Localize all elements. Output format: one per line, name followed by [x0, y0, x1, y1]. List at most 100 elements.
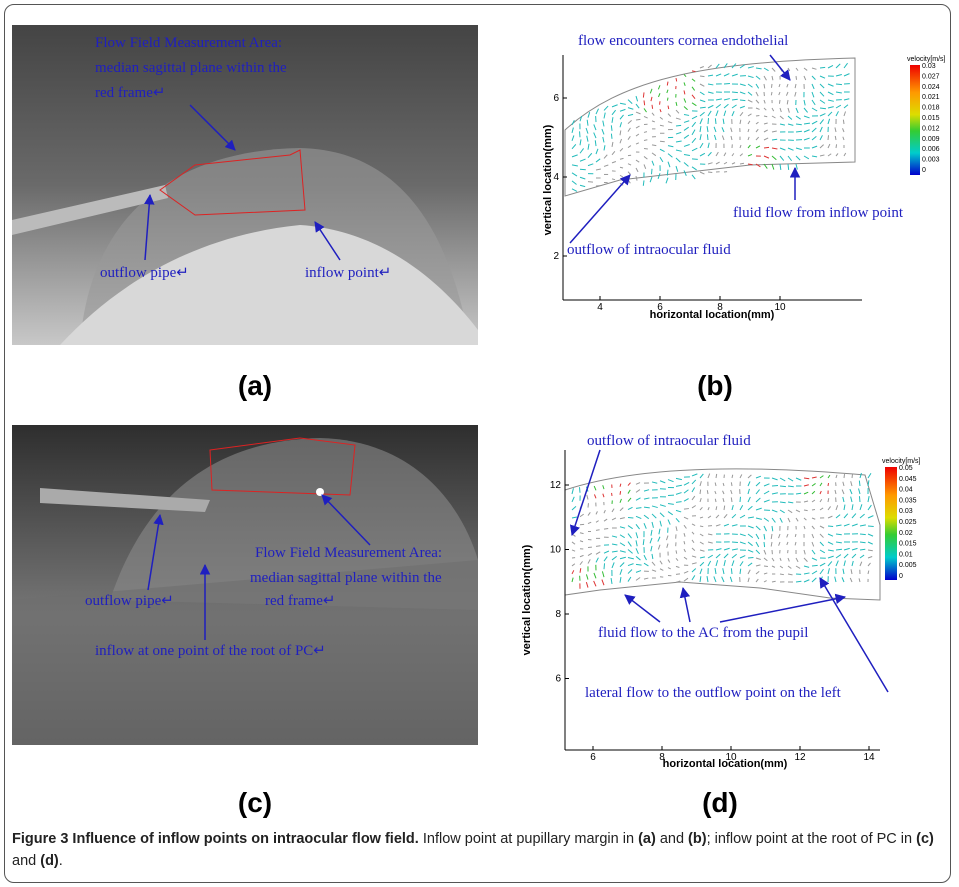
vector-arrow [675, 77, 678, 82]
vector-arrow [675, 565, 680, 568]
vector-arrow [722, 482, 725, 487]
vector-arrow [739, 504, 744, 511]
vector-arrow [763, 83, 766, 89]
annotation: Flow Field Measurement Area: [95, 35, 282, 51]
vector-arrow [747, 474, 752, 479]
vector-arrow [850, 481, 853, 487]
vector-arrow [619, 102, 626, 105]
colorbar-label: 0.003 [922, 157, 940, 164]
vector-arrow [650, 545, 653, 552]
vector-arrow [811, 517, 816, 520]
vector-arrow [795, 123, 802, 126]
vector-arrow [635, 111, 641, 115]
vector-arrow [706, 576, 709, 583]
vector-arrow [803, 525, 806, 530]
vector-arrow [747, 496, 751, 503]
vector-arrow [747, 144, 751, 149]
vector-arrow [595, 511, 598, 515]
vector-arrow [635, 497, 641, 501]
vector-arrow [619, 550, 626, 553]
vector-arrow [747, 541, 753, 547]
vector-arrow [619, 483, 622, 487]
vector-arrow [571, 488, 574, 495]
vector-arrow [859, 541, 866, 544]
colorbar-label: 0 [922, 167, 926, 174]
vector-arrow [643, 164, 647, 170]
vector-arrow [771, 477, 778, 481]
vector-arrow [723, 161, 728, 165]
vector-arrow [747, 481, 751, 487]
vector-arrow [571, 577, 574, 583]
vector-arrow [699, 525, 704, 528]
vector-arrow [651, 505, 658, 509]
vector-arrow [691, 70, 696, 73]
vector-arrow [763, 137, 769, 141]
vector-arrow [739, 111, 744, 117]
vector-arrow [811, 570, 818, 575]
vector-arrow [755, 525, 761, 531]
vector-arrow [843, 152, 847, 157]
vector-arrow [771, 580, 776, 583]
annotation: fluid flow to the AC from the pupil [598, 625, 808, 641]
vector-arrow [691, 137, 697, 144]
colorbar-label: 0.035 [899, 497, 917, 504]
vector-arrow [811, 577, 817, 583]
vector-arrow [651, 521, 654, 528]
vector-arrow [770, 91, 773, 96]
vector-arrow [755, 570, 760, 575]
vector-arrow [739, 514, 746, 519]
vector-arrow [755, 489, 760, 495]
vector-arrow [834, 135, 837, 141]
vector-arrow [819, 499, 823, 503]
vector-arrow [659, 568, 664, 571]
vector-arrow [819, 99, 826, 104]
vector-arrow [650, 529, 653, 536]
vector-arrow [595, 158, 601, 163]
vector-arrow [571, 154, 578, 158]
vector-arrow [691, 78, 696, 82]
vector-arrow [602, 136, 605, 143]
vector-arrow [683, 144, 690, 147]
vector-arrow [803, 557, 808, 562]
vector-arrow [699, 516, 704, 519]
vector-arrow [643, 131, 648, 133]
vector-arrow [595, 168, 601, 171]
caption-ref: (b) [688, 831, 707, 847]
vector-arrow [683, 508, 689, 510]
vector-arrow [593, 572, 597, 579]
vector-arrow [571, 172, 578, 177]
vector-arrow [649, 176, 653, 183]
vector-arrow [858, 496, 861, 503]
vector-arrow [619, 166, 624, 169]
vector-arrow [779, 163, 782, 171]
vector-arrow [827, 549, 834, 552]
vector-arrow [691, 94, 696, 99]
vector-arrow [803, 565, 810, 568]
vector-arrow [819, 91, 825, 97]
vector-arrow [667, 567, 671, 570]
vector-arrow [827, 498, 830, 503]
vector-arrow [787, 509, 793, 514]
vector-arrow [795, 477, 802, 481]
vector-arrow [763, 565, 768, 568]
vector-arrow [707, 118, 710, 125]
vector-arrow [699, 152, 706, 157]
vector-arrow [794, 533, 797, 538]
vector-arrow [819, 568, 824, 575]
vector-arrow [635, 103, 640, 109]
vector-arrow [867, 496, 870, 503]
vector-arrow [755, 507, 762, 511]
colorbar-label: 0.024 [922, 84, 940, 91]
vector-arrow [779, 485, 786, 488]
vector-arrow [867, 562, 871, 567]
vector-arrow [683, 577, 689, 582]
vector-arrow [859, 524, 866, 527]
vector-arrow [731, 110, 735, 117]
vector-arrow [691, 86, 696, 91]
vector-arrow [723, 560, 726, 567]
vector-arrow [731, 153, 735, 157]
vector-arrow [803, 75, 807, 81]
vector-arrow [593, 494, 597, 499]
vector-arrow [691, 575, 696, 581]
x-tick-label: 8 [659, 752, 665, 763]
